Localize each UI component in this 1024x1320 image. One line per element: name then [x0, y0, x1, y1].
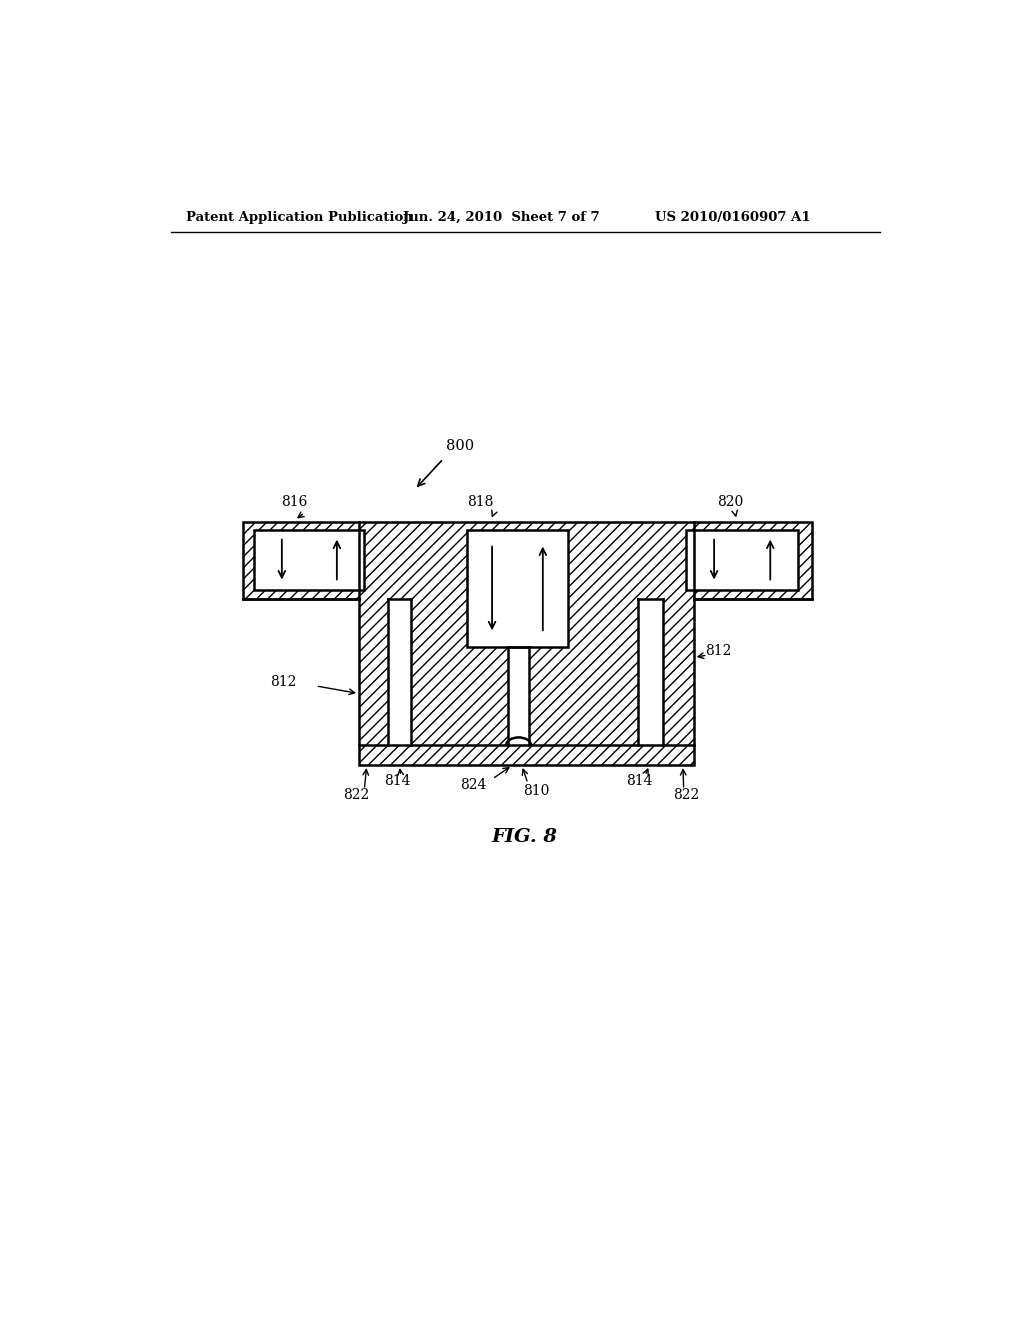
Bar: [254, 529, 365, 590]
Text: 818: 818: [467, 495, 493, 508]
Text: Jun. 24, 2010  Sheet 7 of 7: Jun. 24, 2010 Sheet 7 of 7: [403, 211, 600, 224]
Bar: [254, 529, 365, 590]
Text: 810: 810: [523, 784, 550, 797]
Text: 816: 816: [282, 495, 308, 508]
Text: 822: 822: [673, 788, 699, 803]
Text: US 2010/0160907 A1: US 2010/0160907 A1: [655, 211, 811, 224]
Text: 824: 824: [460, 779, 486, 792]
Bar: [686, 529, 799, 590]
Bar: [508, 647, 529, 744]
Text: 812: 812: [270, 675, 297, 689]
Text: Patent Application Publication: Patent Application Publication: [186, 211, 413, 224]
Bar: [686, 529, 799, 590]
Bar: [359, 744, 693, 766]
Text: 820: 820: [717, 495, 743, 508]
Text: 812: 812: [706, 644, 732, 659]
Bar: [638, 599, 663, 744]
Text: 814: 814: [384, 775, 411, 788]
Bar: [359, 599, 693, 744]
Text: FIG. 8: FIG. 8: [492, 829, 558, 846]
Bar: [467, 529, 568, 647]
Bar: [243, 521, 812, 599]
Bar: [467, 529, 568, 647]
Text: 800: 800: [445, 438, 474, 453]
Text: 814: 814: [627, 775, 652, 788]
Text: 822: 822: [343, 788, 370, 803]
Bar: [388, 599, 411, 744]
